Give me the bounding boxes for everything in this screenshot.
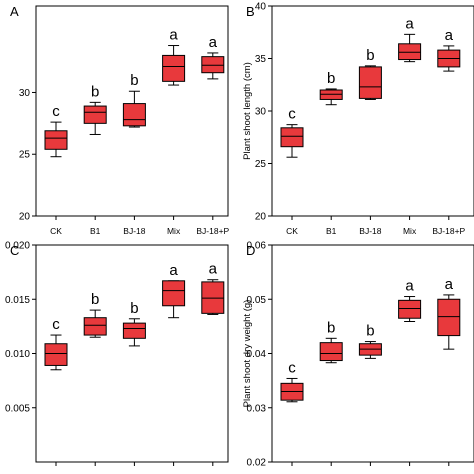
- significance-letter: a: [405, 278, 414, 295]
- panel-b: B Plant shoot length (cm) 20 25 30 35 40 CK c B1 b…: [242, 2, 474, 236]
- significance-letter: a: [445, 27, 454, 44]
- y-tick-label: 0.010: [5, 349, 30, 360]
- significance-letter: b: [130, 300, 138, 317]
- box: [319, 342, 343, 362]
- box: [83, 105, 107, 124]
- x-tick-label: Mix: [403, 226, 417, 236]
- y-tick-label: 35: [255, 54, 267, 65]
- significance-letter: b: [366, 47, 374, 64]
- panel-d: D Plant shoot dry weight (g) 0.02 0.03 0.04 0…: [242, 241, 474, 474]
- panel-c: C 0.005 0.010 0.015 0.020 CK c B1 b BJ-18 b Mix a BJ-…: [5, 241, 230, 474]
- x-tick-label: BJ-18+P: [432, 472, 465, 474]
- x-tick-label: Mix: [167, 226, 181, 236]
- y-tick-label: 20: [255, 212, 267, 223]
- x-tick-label: BJ-18+P: [196, 226, 229, 236]
- x-tick-label: B1: [326, 472, 337, 474]
- box: [162, 280, 186, 307]
- y-tick-label: 30: [255, 107, 267, 118]
- box: [398, 299, 422, 319]
- panel-letter: B: [246, 4, 255, 19]
- x-tick-label: BJ-18: [359, 472, 381, 474]
- y-tick-label: 0.04: [247, 349, 267, 360]
- x-tick-label: BJ-18+P: [432, 226, 465, 236]
- panel-letter: C: [10, 243, 19, 258]
- box: [83, 317, 107, 336]
- y-tick-label: 40: [255, 2, 267, 13]
- significance-letter: a: [209, 261, 218, 278]
- significance-letter: b: [91, 83, 99, 100]
- y-tick-label: 0.06: [247, 241, 267, 252]
- x-tick-label: CK: [50, 472, 62, 474]
- significance-letter: a: [445, 276, 454, 293]
- significance-letter: b: [366, 323, 374, 340]
- y-tick-label: 20: [19, 212, 31, 223]
- significance-letter: c: [288, 359, 296, 376]
- panel-letter: A: [10, 4, 19, 19]
- x-tick-label: CK: [50, 226, 62, 236]
- box: [44, 343, 68, 366]
- box: [437, 298, 461, 337]
- significance-letter: a: [169, 262, 178, 279]
- box: [122, 103, 146, 127]
- significance-letter: c: [52, 103, 60, 120]
- x-tick-label: BJ-18: [123, 226, 145, 236]
- y-tick-label: 0.02: [247, 458, 267, 469]
- y-tick-label: 0.05: [247, 295, 267, 306]
- significance-letter: a: [169, 27, 178, 44]
- significance-letter: b: [327, 70, 335, 87]
- box: [358, 66, 382, 99]
- plot-frame: [35, 5, 229, 217]
- y-tick-label: 0.03: [247, 403, 267, 414]
- significance-letter: b: [91, 291, 99, 308]
- x-tick-label: B1: [90, 472, 101, 474]
- x-tick-label: B1: [326, 226, 337, 236]
- significance-letter: b: [130, 72, 138, 89]
- x-tick-label: BJ-18: [123, 472, 145, 474]
- significance-letter: b: [327, 319, 335, 336]
- x-tick-label: CK: [286, 226, 298, 236]
- panel-a: A 20 25 30 CK c B1 b BJ-18 b Mix a BJ-18+P a: [10, 4, 230, 236]
- significance-letter: c: [288, 106, 296, 123]
- panel-letter: D: [246, 243, 255, 258]
- box: [122, 322, 146, 339]
- x-tick-label: B1: [90, 226, 101, 236]
- x-tick-label: BJ-18+P: [196, 472, 229, 474]
- box: [201, 56, 225, 74]
- y-tick-label: 0.005: [5, 403, 30, 414]
- y-axis-title: Plant shoot length (cm): [242, 62, 253, 160]
- y-tick-label: 25: [19, 150, 31, 161]
- box: [319, 89, 343, 100]
- box: [201, 281, 225, 314]
- x-tick-label: BJ-18: [359, 226, 381, 236]
- box: [162, 54, 186, 82]
- x-tick-label: CK: [286, 472, 298, 474]
- box: [44, 130, 68, 150]
- y-tick-label: 25: [255, 159, 267, 170]
- significance-letter: c: [52, 316, 60, 333]
- box: [398, 43, 422, 61]
- box: [280, 127, 304, 148]
- significance-letter: a: [405, 15, 414, 32]
- significance-letter: a: [209, 34, 218, 51]
- y-tick-label: 0.020: [5, 241, 30, 252]
- y-tick-label: 0.015: [5, 295, 30, 306]
- x-tick-label: Mix: [167, 472, 181, 474]
- x-tick-label: Mix: [403, 472, 417, 474]
- y-axis-title: Plant shoot dry weight (g): [242, 300, 253, 408]
- y-tick-label: 30: [19, 88, 31, 99]
